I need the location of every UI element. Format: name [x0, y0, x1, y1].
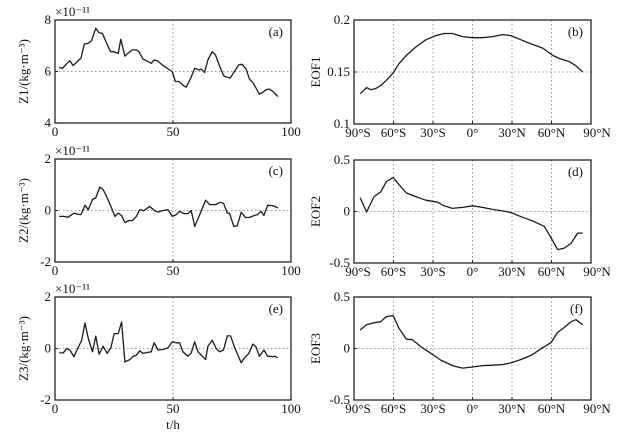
x-tick-label: 60°N: [538, 125, 566, 140]
x-tick-label: 30°S: [420, 401, 445, 416]
y-tick-label: 0.5: [334, 152, 350, 167]
y-exponent-label: ×10⁻¹¹: [55, 281, 90, 296]
series-line: [59, 321, 279, 364]
y-tick-label: -0.5: [329, 255, 350, 270]
x-tick-label: 0: [52, 124, 59, 139]
panel-label: (a): [269, 24, 283, 39]
x-tick-label: 60°N: [538, 264, 566, 279]
subplot-e: 0 50 100-202(e)Z3/(kg·m⁻³)×10⁻¹¹: [16, 281, 301, 416]
x-tick-label: 100: [281, 263, 301, 278]
subplot-c: 0 50 100-202(c)Z2/(kg·m⁻³)×10⁻¹¹: [16, 143, 301, 278]
series-line: [359, 314, 584, 369]
x-tick-label: 0°: [467, 401, 479, 416]
y-tick-label: 4: [45, 115, 52, 130]
y-exponent-label: ×10⁻¹¹: [55, 143, 90, 158]
x-tick-label: 30°S: [420, 264, 445, 279]
y-tick-label: -0.5: [329, 392, 350, 407]
series-line: [359, 32, 584, 95]
x-tick-label: 90°S: [345, 125, 370, 140]
x-tick-label: 0°: [467, 264, 479, 279]
series-line: [359, 176, 583, 251]
series-line: [59, 27, 279, 97]
y-tick-label: -2: [40, 392, 51, 407]
y-tick-label: 8: [45, 12, 52, 27]
y-axis-label: Z1/(kg·m⁻³): [16, 39, 31, 104]
x-tick-label: 100: [281, 401, 301, 416]
panel-label: (d): [568, 164, 583, 179]
subplot-d: 90°S 60°S 30°S 0° 30°N 60°N 90°N -0.5 0 0.5 (d) EOF…: [308, 152, 611, 279]
x-tick-label: 50: [167, 401, 180, 416]
x-tick-label: 50: [167, 124, 180, 139]
series-line: [59, 186, 279, 228]
x-axis-label-time: t/h: [166, 417, 180, 432]
subplot-a: 0 50 100 4 6 8 (a) Z1/(kg·m⁻³) ×10⁻¹¹: [16, 4, 301, 139]
y-tick-label: 0.1: [334, 116, 350, 131]
x-tick-label: 30°N: [498, 125, 526, 140]
x-tick-label: 50: [167, 263, 180, 278]
subplot-f: 90°S 60°S 30°S 0° 30°N 60°N 90°N -0.5 0 0.5 (f) EOF…: [308, 289, 611, 416]
x-tick-label: 60°N: [538, 401, 566, 416]
y-tick-label: 0: [45, 203, 52, 218]
y-axis-label: Z2/(kg·m⁻³): [16, 178, 31, 243]
y-tick-label: 0.5: [334, 289, 350, 304]
x-tick-label: 60°S: [381, 264, 406, 279]
x-tick-label: 30°S: [420, 125, 445, 140]
y-tick-label: 6: [45, 64, 52, 79]
x-tick-label: 100: [281, 124, 301, 139]
x-tick-label: 0: [52, 263, 59, 278]
x-tick-label: 0: [52, 401, 59, 416]
y-tick-label: -2: [40, 254, 51, 269]
x-tick-label: 90°N: [583, 125, 611, 140]
y-tick-label: 0.15: [327, 64, 350, 79]
y-axis-label: EOF2: [308, 196, 323, 227]
panel-label: (e): [269, 301, 283, 316]
panel-label: (f): [570, 301, 583, 316]
x-tick-label: 90°S: [345, 401, 370, 416]
y-tick-label: 0: [344, 204, 351, 219]
x-tick-label: 60°S: [381, 125, 406, 140]
x-tick-label: 90°S: [345, 264, 370, 279]
x-tick-label: 30°N: [498, 401, 526, 416]
y-tick-label: 2: [45, 289, 52, 304]
y-tick-label: 0.2: [334, 12, 350, 27]
x-tick-label: 30°N: [498, 264, 526, 279]
y-tick-label: 2: [45, 151, 52, 166]
subplot-b: 90°S 60°S 30°S 0° 30°N 60°N 90°N 0.1 0.15 0.2 (b) E…: [308, 12, 611, 140]
y-axis-label: Z3/(kg·m⁻³): [16, 316, 31, 381]
x-tick-label: 60°S: [381, 401, 406, 416]
y-axis-label: EOF3: [308, 333, 323, 364]
x-tick-label: 0°: [467, 125, 479, 140]
panel-label: (c): [269, 163, 283, 178]
x-tick-label: 90°N: [583, 401, 611, 416]
panel-label: (b): [568, 24, 583, 39]
x-tick-label: 90°N: [583, 264, 611, 279]
y-axis-label: EOF1: [308, 56, 323, 87]
y-exponent-label: ×10⁻¹¹: [55, 4, 90, 19]
y-tick-label: 0: [344, 341, 351, 356]
y-tick-label: 0: [45, 341, 52, 356]
